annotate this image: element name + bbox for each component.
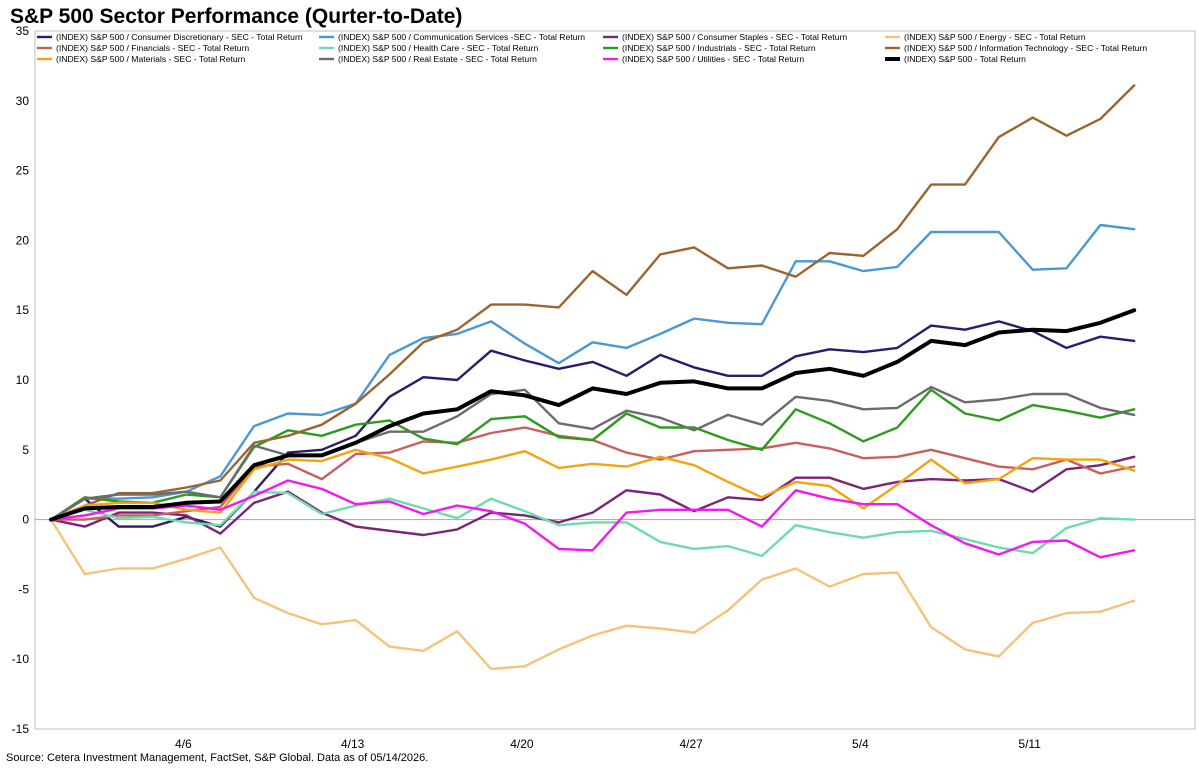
series-line xyxy=(49,308,1137,522)
x-axis: 4/6 4/13 4/20 4/27 5/4 5/11 xyxy=(175,737,1041,751)
legend-label: (INDEX) S&P 500 / Consumer Discretionary… xyxy=(56,32,303,42)
x-tick-label: 5/4 xyxy=(852,737,869,751)
y-tick-label: -5 xyxy=(18,582,29,596)
legend-item: (INDEX) S&P 500 / Materials - SEC - Tota… xyxy=(37,54,246,64)
series-line xyxy=(49,426,1136,521)
series-line xyxy=(49,448,1136,521)
series-line xyxy=(49,84,1136,521)
chart-title: S&P 500 Sector Performance (Qurter-to-Da… xyxy=(10,5,463,28)
legend-item: (INDEX) S&P 500 / Real Estate - SEC - To… xyxy=(319,54,537,64)
y-tick-label: 20 xyxy=(16,233,30,247)
legend-label: (INDEX) S&P 500 / Financials - SEC - Tot… xyxy=(56,43,249,53)
legend-item: (INDEX) S&P 500 / Consumer Discretionary… xyxy=(37,32,303,42)
y-tick-label: 10 xyxy=(16,373,30,387)
legend-label: (INDEX) S&P 500 / Industrials - SEC - To… xyxy=(622,43,816,53)
y-axis: -15 -10 -5 0 5 10 15 20 25 30 35 xyxy=(12,24,30,736)
series-lines xyxy=(49,84,1137,671)
y-tick-label: 25 xyxy=(16,164,30,178)
legend-item: (INDEX) S&P 500 / Energy - SEC - Total R… xyxy=(885,32,1086,42)
y-tick-label: 0 xyxy=(22,513,29,527)
legend-label: (INDEX) S&P 500 - Total Return xyxy=(904,54,1026,64)
legend-label: (INDEX) S&P 500 / Consumer Staples - SEC… xyxy=(622,32,847,42)
chart-frame xyxy=(34,30,1196,730)
y-tick-label: -10 xyxy=(12,652,30,666)
legend-item: (INDEX) S&P 500 / Industrials - SEC - To… xyxy=(603,43,816,53)
series-line xyxy=(49,518,1136,671)
series-line xyxy=(49,385,1136,521)
x-tick-label: 4/20 xyxy=(510,737,534,751)
source-note: Source: Cetera Investment Management, Fa… xyxy=(6,752,429,764)
legend-item: (INDEX) S&P 500 / Health Care - SEC - To… xyxy=(319,43,539,53)
x-tick-label: 4/13 xyxy=(341,737,365,751)
x-tick-label: 5/11 xyxy=(1018,737,1041,751)
legend-item: (INDEX) S&P 500 / Communication Services… xyxy=(319,32,585,42)
legend-item: (INDEX) S&P 500 / Consumer Staples - SEC… xyxy=(603,32,847,42)
series-line xyxy=(49,479,1136,559)
plot-border xyxy=(34,30,1196,730)
y-tick-label: 5 xyxy=(22,443,29,457)
legend: (INDEX) S&P 500 / Consumer Discretionary… xyxy=(37,32,1147,64)
y-tick-label: 35 xyxy=(16,24,30,38)
legend-item: (INDEX) S&P 500 / Utilities - SEC - Tota… xyxy=(603,54,804,64)
legend-label: (INDEX) S&P 500 / Health Care - SEC - To… xyxy=(338,43,539,53)
y-tick-label: 15 xyxy=(16,303,30,317)
legend-label: (INDEX) S&P 500 / Energy - SEC - Total R… xyxy=(904,32,1086,42)
legend-item: (INDEX) S&P 500 / Information Technology… xyxy=(885,43,1147,53)
y-tick-label: 30 xyxy=(16,94,30,108)
x-tick-label: 4/27 xyxy=(679,737,703,751)
legend-label: (INDEX) S&P 500 / Utilities - SEC - Tota… xyxy=(622,54,804,64)
y-tick-label: -15 xyxy=(12,722,30,736)
legend-label: (INDEX) S&P 500 / Real Estate - SEC - To… xyxy=(338,54,537,64)
series-line xyxy=(49,223,1136,521)
legend-item: (INDEX) S&P 500 - Total Return xyxy=(885,54,1026,64)
series-line xyxy=(49,455,1136,537)
legend-label: (INDEX) S&P 500 / Communication Services… xyxy=(338,32,585,42)
legend-label: (INDEX) S&P 500 / Information Technology… xyxy=(904,43,1147,53)
legend-label: (INDEX) S&P 500 / Materials - SEC - Tota… xyxy=(56,54,246,64)
x-tick-label: 4/6 xyxy=(175,737,192,751)
legend-item: (INDEX) S&P 500 / Financials - SEC - Tot… xyxy=(37,43,249,53)
